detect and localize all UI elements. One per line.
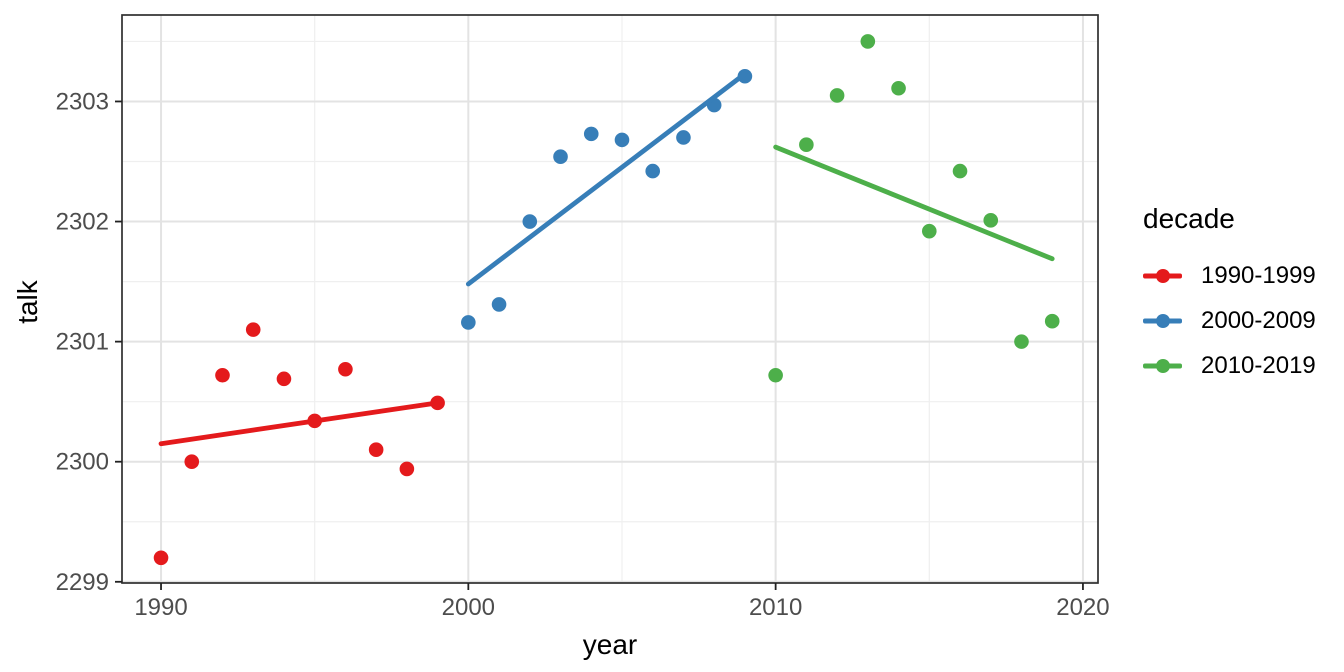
data-point: [645, 163, 661, 179]
data-point: [983, 213, 999, 228]
legend-point-swatch: [1155, 269, 1170, 283]
data-point: [676, 130, 691, 145]
data-point: [553, 149, 568, 164]
data-point: [245, 322, 261, 337]
data-point: [338, 361, 353, 377]
legend-point-swatch: [1155, 314, 1170, 328]
data-point: [829, 88, 845, 103]
data-point: [215, 367, 230, 383]
data-point: [491, 297, 507, 312]
legend-title: decade: [1143, 203, 1235, 234]
data-point: [522, 214, 538, 229]
data-point: [583, 126, 599, 142]
data-point: [368, 442, 384, 458]
data-point: [799, 137, 814, 152]
trend-line: [773, 144, 1055, 262]
panel-background: [122, 15, 1098, 583]
legend: decade 1990-1999 2000-2009 2010-2019: [1143, 203, 1316, 396]
data-point: [614, 132, 630, 148]
data-point: [1044, 313, 1060, 329]
legend-entry: 1990-1999: [1143, 261, 1316, 291]
y-axis-title: talk: [12, 280, 43, 324]
y-tick-label: 2301: [56, 329, 109, 356]
panel-border: [121, 14, 1099, 584]
x-tick-label: 2010: [749, 594, 802, 621]
data-point: [1014, 334, 1029, 349]
trend-line: [158, 400, 441, 447]
y-tick-label: 2299: [56, 569, 109, 596]
data-point: [952, 163, 968, 179]
y-tick-label: 2302: [56, 209, 109, 236]
data-point: [461, 315, 476, 330]
y-tick-label: 2303: [56, 88, 109, 115]
trend-line: [465, 71, 748, 287]
data-point: [891, 80, 906, 96]
data-point: [860, 34, 876, 49]
legend-label: 2010-2019: [1201, 352, 1316, 379]
legend-entry: 2000-2009: [1143, 306, 1316, 336]
legend-label: 1990-1999: [1201, 262, 1316, 289]
x-axis-title: year: [582, 629, 638, 660]
legend-label: 2000-2009: [1201, 307, 1316, 334]
y-tick-label: 2300: [56, 449, 109, 476]
data-point: [399, 461, 415, 477]
legend-key-icon: [1143, 261, 1182, 291]
legend-entry: 2010-2019: [1143, 351, 1316, 381]
legend-key-icon: [1143, 306, 1182, 336]
x-tick-label: 1990: [134, 594, 187, 621]
x-tick-label: 2020: [1056, 594, 1109, 621]
data-point: [184, 454, 200, 470]
data-point: [768, 367, 783, 383]
legend-point-swatch: [1155, 359, 1170, 373]
legend-key-icon: [1143, 351, 1182, 381]
data-point: [153, 550, 169, 566]
x-tick-label: 2000: [442, 594, 495, 621]
data-point: [921, 223, 937, 239]
data-point: [276, 371, 292, 387]
